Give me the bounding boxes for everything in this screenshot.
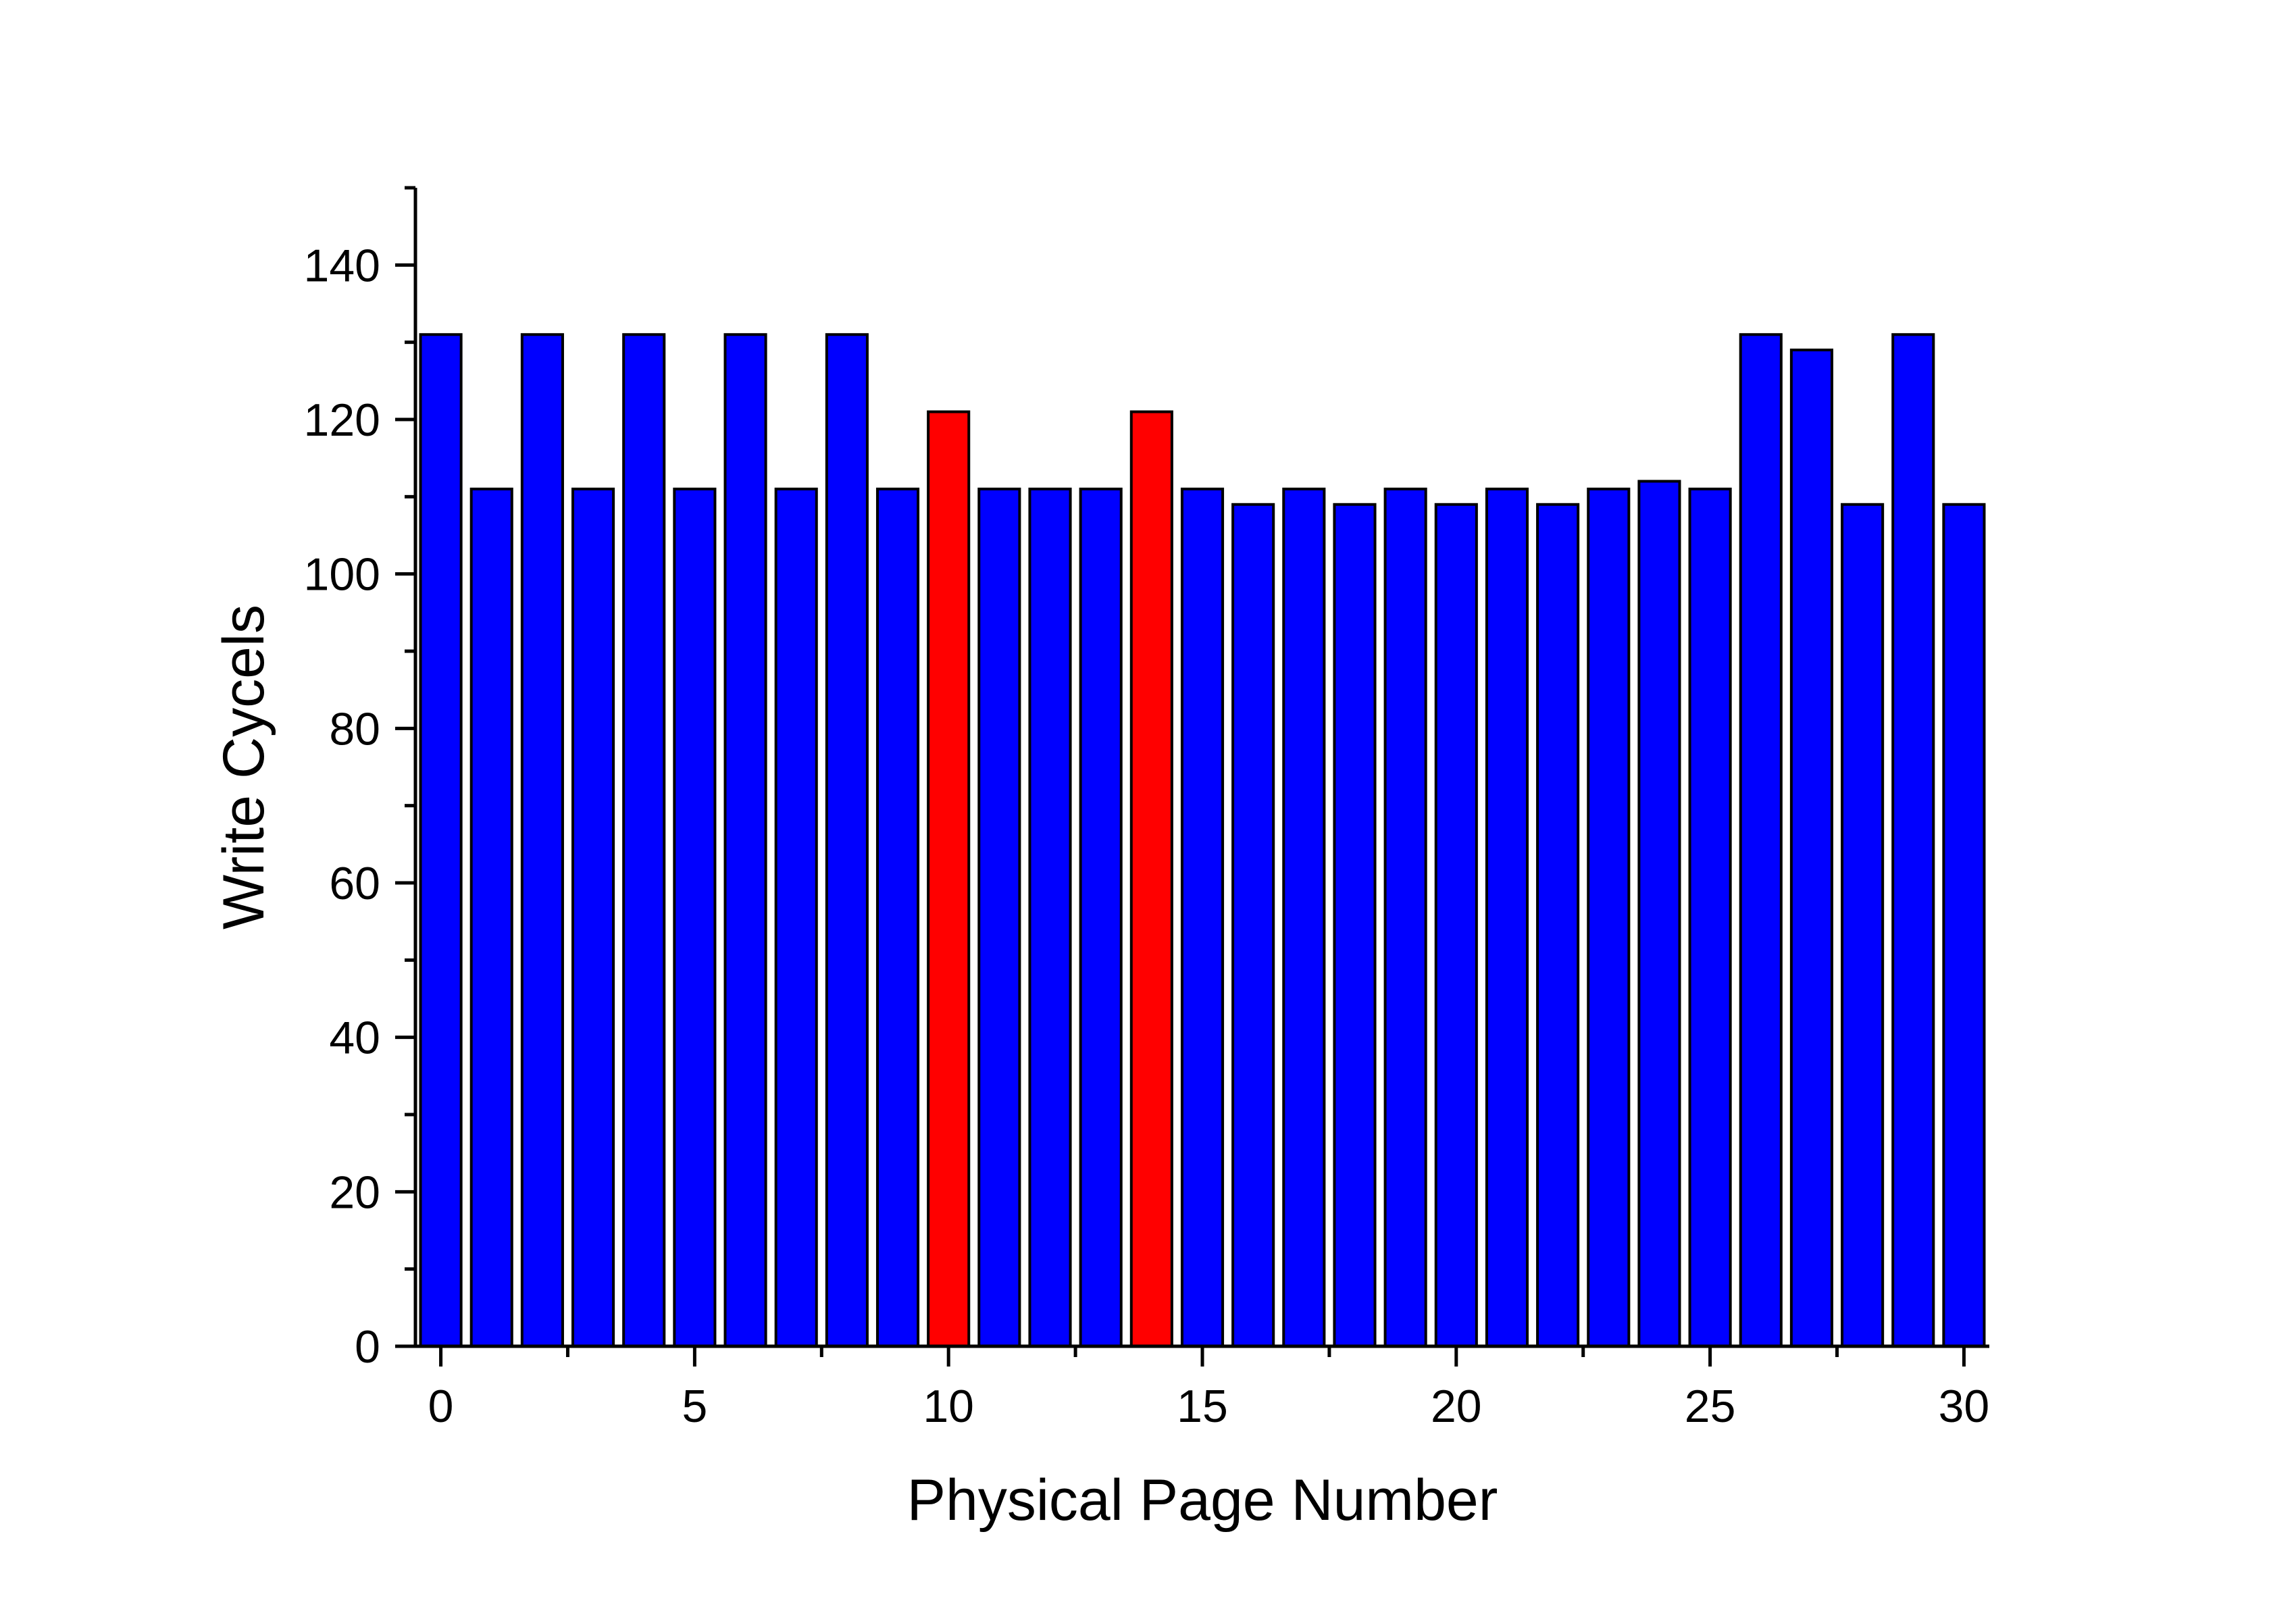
bar-page-29 [1891, 333, 1935, 1348]
bar-page-13 [1079, 487, 1123, 1348]
bar-page-24 [1637, 480, 1681, 1348]
bar-page-30 [1942, 503, 1986, 1348]
bar-page-19 [1383, 487, 1427, 1348]
bar-page-15 [1180, 487, 1225, 1348]
bar-page-23 [1587, 487, 1631, 1348]
bar-page-12 [1028, 487, 1072, 1348]
bar-page-4 [622, 333, 666, 1348]
axes-group [395, 186, 1989, 1367]
bar-page-3 [571, 487, 615, 1348]
bar-page-8 [825, 333, 869, 1348]
x-tick-label: 25 [1685, 1381, 1736, 1432]
y-tick-label: 20 [329, 1167, 380, 1218]
bar-page-21 [1485, 487, 1529, 1348]
bar-page-1 [469, 487, 513, 1348]
x-tick-label: 10 [923, 1381, 974, 1432]
bar-page-14 [1129, 410, 1173, 1348]
y-tick-label: 40 [329, 1013, 380, 1064]
x-tick-label: 15 [1177, 1381, 1228, 1432]
x-axis-title: Physical Page Number [907, 1468, 1498, 1533]
y-tick-label: 80 [329, 703, 380, 755]
bar-page-10 [927, 410, 971, 1348]
bar-page-28 [1841, 503, 1885, 1348]
y-tick-label: 0 [355, 1321, 380, 1373]
bar-page-9 [875, 487, 920, 1348]
bar-page-6 [723, 333, 767, 1348]
x-tick-label: 30 [1939, 1381, 1990, 1432]
bar-page-17 [1282, 487, 1326, 1348]
x-tick-label: 20 [1431, 1381, 1482, 1432]
bar-page-2 [520, 333, 564, 1348]
bar-page-20 [1434, 503, 1478, 1348]
bar-page-5 [673, 487, 717, 1348]
bar-page-25 [1688, 487, 1732, 1348]
bar-page-16 [1231, 503, 1275, 1348]
x-tick-label: 5 [682, 1381, 707, 1432]
y-axis-title: Write Cycels [211, 605, 276, 929]
bar-page-11 [977, 487, 1021, 1348]
y-tick-label: 60 [329, 858, 380, 909]
bar-page-26 [1739, 333, 1783, 1348]
labels-group: 0 20 40 60 80 100 120 140 0 5 10 15 20 25 30 Physical P… [211, 240, 1989, 1533]
bar-page-18 [1333, 503, 1377, 1348]
y-tick-label: 100 [304, 549, 380, 601]
bars-group [419, 333, 1986, 1348]
bar-page-27 [1789, 349, 1833, 1348]
x-tick-label: 0 [428, 1381, 454, 1432]
y-tick-label: 140 [304, 240, 380, 291]
y-tick-label: 120 [304, 394, 380, 446]
bar-page-7 [774, 487, 818, 1348]
bar-page-22 [1536, 503, 1580, 1348]
bar-page-0 [419, 333, 463, 1348]
